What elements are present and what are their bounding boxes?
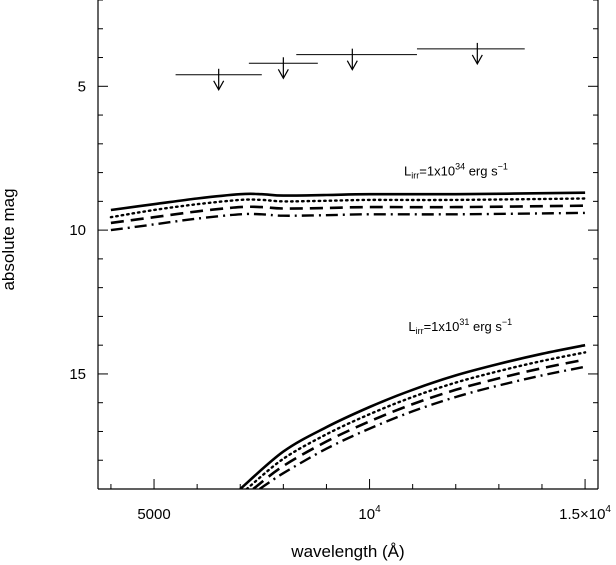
series-line-dotted-low — [245, 351, 587, 489]
annotation-label: Lirr=1x1031 erg s−1 — [408, 317, 512, 336]
upper-limit-marker — [296, 48, 417, 71]
series-line-dashdot-low — [258, 365, 586, 489]
annotations: Lirr=1x1034 erg s−1 Lirr=1x1031 erg s−1 — [404, 161, 512, 335]
y-axis-label: absolute mag — [0, 188, 18, 290]
upper-limits-layer — [175, 42, 525, 92]
x-axis-label: wavelength (Å) — [290, 542, 404, 561]
y-tick-label: 5 — [78, 78, 86, 95]
y-tick-label: 10 — [69, 222, 86, 239]
annotation-label: Lirr=1x1034 erg s−1 — [404, 161, 508, 180]
series-line-dashed-low — [252, 358, 586, 489]
y-tick-label: 15 — [69, 366, 86, 383]
series-layer — [109, 191, 587, 489]
series-line-solid-high — [110, 191, 586, 212]
x-tick-label: 5000 — [137, 506, 170, 523]
upper-limit-marker — [416, 42, 525, 66]
series-line-dashdot-high — [110, 211, 586, 232]
tick-labels: 5 10 15 5000 104 1.5×104 — [69, 78, 611, 523]
series-line-dotted-high — [109, 197, 587, 219]
series-line-dashed-high — [110, 204, 586, 225]
upper-limit-marker — [175, 68, 262, 92]
x-tick-label: 1.5×104 — [559, 504, 611, 523]
upper-limit-marker — [248, 57, 318, 80]
series-line-solid-low — [239, 343, 586, 489]
x-tick-label: 104 — [358, 504, 381, 523]
axes — [97, 0, 599, 490]
